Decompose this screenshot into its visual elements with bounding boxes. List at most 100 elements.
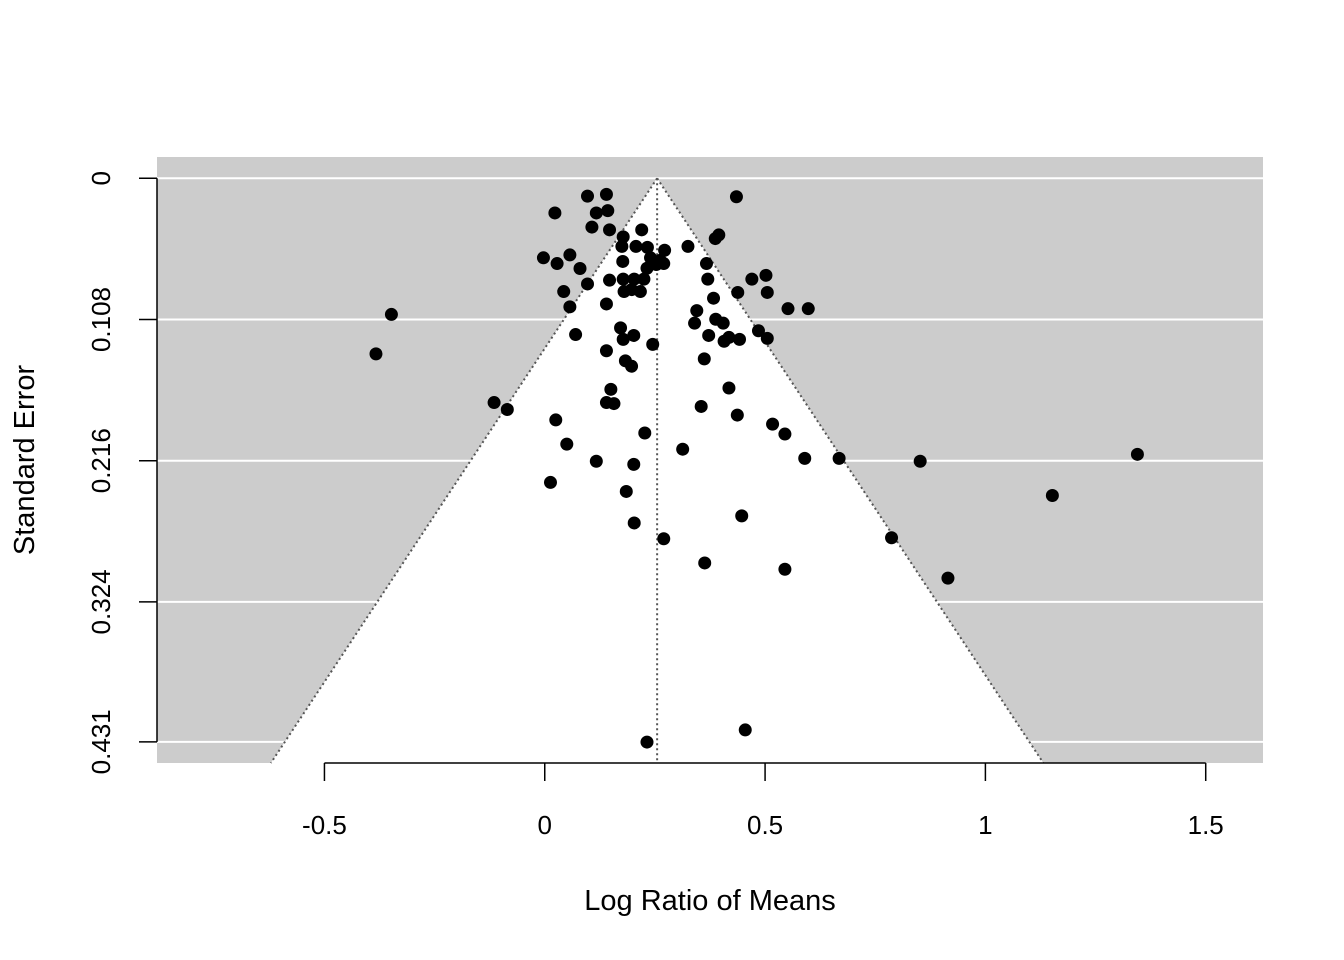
data-point — [738, 723, 752, 737]
data-point — [589, 454, 603, 468]
data-point — [585, 220, 599, 234]
data-point — [778, 562, 792, 576]
data-point — [708, 232, 722, 246]
data-point — [569, 328, 583, 342]
data-point — [563, 300, 577, 314]
data-point — [625, 359, 639, 373]
data-point — [694, 399, 708, 413]
data-point — [646, 337, 660, 351]
data-point — [729, 190, 743, 204]
data-point — [633, 285, 647, 299]
funnel-edges — [270, 177, 1045, 764]
x-tick-label: 1.5 — [1188, 810, 1224, 840]
data-point — [604, 382, 618, 396]
data-point — [619, 484, 633, 498]
x-axis-ticks: -0.5 0 0.5 1 1.5 — [302, 763, 1224, 840]
data-points — [369, 187, 1144, 749]
data-point — [778, 427, 792, 441]
data-point — [722, 381, 736, 395]
data-point — [627, 516, 641, 530]
data-point — [913, 454, 927, 468]
data-point — [640, 735, 654, 749]
data-point — [629, 239, 643, 253]
data-point — [563, 248, 577, 262]
data-point — [701, 272, 715, 286]
data-point — [801, 302, 815, 316]
data-point — [1130, 447, 1144, 461]
data-point — [536, 251, 550, 265]
y-tick-label: 0.431 — [86, 709, 116, 774]
data-point — [601, 204, 615, 218]
data-point — [745, 272, 759, 286]
data-point — [599, 344, 613, 358]
data-point — [798, 451, 812, 465]
data-point — [548, 206, 562, 220]
y-tick-label: 0 — [86, 171, 116, 185]
funnel-left-edge — [270, 177, 658, 764]
data-point — [589, 206, 603, 220]
data-point — [733, 332, 747, 346]
data-point — [658, 243, 672, 257]
data-point — [707, 291, 721, 305]
data-point — [731, 285, 745, 299]
y-axis-ticks: 0 0.108 0.216 0.324 0.431 — [86, 171, 157, 774]
data-point — [640, 240, 654, 254]
x-tick-label: 1 — [978, 810, 992, 840]
data-point — [627, 328, 641, 342]
data-point — [640, 261, 654, 275]
data-point — [543, 475, 557, 489]
data-point — [369, 347, 383, 361]
data-point — [941, 571, 955, 585]
x-tick-label: 0 — [538, 810, 552, 840]
data-point — [688, 316, 702, 330]
data-point — [603, 273, 617, 287]
data-point — [573, 262, 587, 276]
data-point — [616, 332, 630, 346]
funnel-right-edge — [656, 177, 1045, 764]
data-point — [699, 257, 713, 271]
data-point — [717, 334, 731, 348]
data-point — [616, 272, 630, 286]
data-point — [581, 189, 595, 203]
data-point — [500, 402, 514, 416]
x-tick-label: -0.5 — [302, 810, 347, 840]
data-point — [698, 556, 712, 570]
data-point — [638, 426, 652, 440]
data-point — [550, 257, 564, 271]
data-point — [549, 413, 563, 427]
data-point — [760, 331, 774, 345]
data-point — [615, 239, 629, 253]
funnel-region — [270, 178, 1044, 763]
data-point — [751, 324, 765, 338]
data-point — [487, 396, 501, 410]
data-point — [716, 316, 730, 330]
data-point — [657, 532, 671, 546]
y-tick-label: 0.108 — [86, 287, 116, 352]
data-point — [781, 302, 795, 316]
data-point — [616, 230, 630, 244]
data-point — [599, 297, 613, 311]
data-point — [766, 417, 780, 431]
data-point — [616, 254, 630, 268]
data-point — [676, 442, 690, 456]
data-point — [637, 272, 651, 286]
data-point — [635, 223, 649, 237]
data-point — [607, 397, 621, 411]
data-point — [735, 509, 749, 523]
data-point — [603, 223, 617, 237]
data-point — [557, 285, 571, 299]
data-point — [697, 352, 711, 366]
data-point — [560, 437, 574, 451]
data-point — [627, 457, 641, 471]
x-tick-label: 0.5 — [747, 810, 783, 840]
data-point — [1045, 488, 1059, 502]
data-point — [627, 272, 641, 286]
y-tick-label: 0.324 — [86, 569, 116, 634]
y-tick-label: 0.216 — [86, 428, 116, 493]
data-point — [730, 408, 744, 422]
data-point — [702, 328, 716, 342]
data-point — [614, 321, 628, 335]
data-point — [681, 239, 695, 253]
data-point — [832, 451, 846, 465]
